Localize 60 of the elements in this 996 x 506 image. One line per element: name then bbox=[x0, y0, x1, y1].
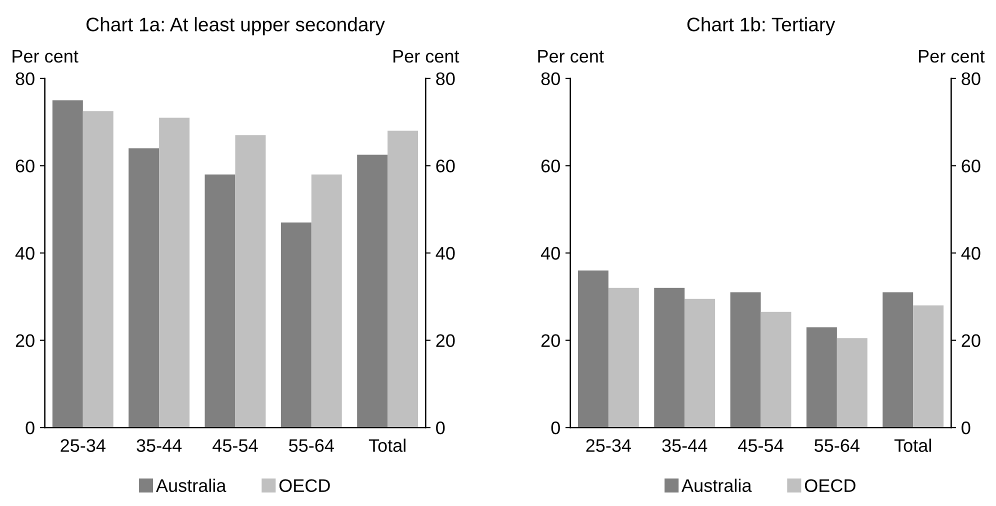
y2-tick-label: 20 bbox=[962, 334, 980, 348]
y2-tick-label: 40 bbox=[961, 246, 980, 260]
y-axis-title: Per cent bbox=[12, 50, 78, 63]
bar bbox=[235, 135, 266, 428]
x-tick-label: 35-44 bbox=[136, 439, 182, 452]
y-tick-label: 80 bbox=[541, 72, 560, 86]
x-tick-label: 55-64 bbox=[814, 439, 860, 452]
bar bbox=[760, 312, 792, 428]
y-tick-label: 0 bbox=[551, 422, 560, 434]
legend-label: OECD bbox=[804, 479, 856, 492]
y-tick-label: 20 bbox=[541, 334, 560, 348]
x-tick-label: 55-64 bbox=[289, 439, 334, 452]
bar bbox=[204, 174, 236, 428]
y2-tick-label: 20 bbox=[436, 334, 455, 348]
bar bbox=[82, 111, 114, 428]
bar bbox=[913, 305, 944, 428]
x-tick-label: 25-34 bbox=[60, 439, 106, 452]
y2-tick-label: 60 bbox=[436, 160, 455, 172]
bar bbox=[52, 100, 83, 428]
y-tick-label: 20 bbox=[16, 334, 34, 348]
y2-tick-label: 0 bbox=[962, 422, 970, 434]
bar bbox=[730, 292, 761, 428]
x-tick-label: 45-54 bbox=[738, 439, 784, 452]
y-tick-label: 40 bbox=[540, 246, 560, 260]
y-tick-label: 40 bbox=[15, 246, 34, 260]
x-tick-label: 35-44 bbox=[662, 439, 708, 452]
y-tick-label: 60 bbox=[16, 160, 34, 172]
legend-label: Australia bbox=[156, 478, 226, 492]
y2-axis-title: Per cent bbox=[919, 50, 985, 63]
x-tick-label: 45-54 bbox=[212, 439, 258, 452]
bar bbox=[836, 338, 868, 428]
bar bbox=[159, 118, 190, 428]
bar bbox=[357, 154, 388, 428]
bar bbox=[654, 288, 685, 428]
bar bbox=[882, 292, 914, 428]
bar bbox=[578, 270, 608, 428]
legend-label: OECD bbox=[279, 479, 330, 492]
y2-axis-title: Per cent bbox=[394, 50, 460, 63]
y-tick-label: 0 bbox=[26, 422, 34, 434]
y2-tick-label: 40 bbox=[436, 246, 455, 260]
x-tick-label: Total bbox=[368, 438, 406, 452]
bar bbox=[311, 174, 342, 428]
y2-tick-label: 60 bbox=[962, 160, 980, 172]
chart-title: Chart 1b: Tertiary bbox=[687, 17, 836, 36]
y2-tick-label: 80 bbox=[436, 72, 455, 86]
y2-tick-label: 80 bbox=[962, 72, 980, 86]
y-tick-label: 80 bbox=[16, 72, 34, 86]
chart-title: Chart 1a: At least upper secondary bbox=[86, 17, 385, 36]
y2-tick-label: 0 bbox=[436, 422, 445, 434]
legend-label: Australia bbox=[682, 478, 752, 492]
x-tick-label: Total bbox=[894, 438, 931, 452]
bar bbox=[806, 327, 837, 428]
bar bbox=[128, 148, 160, 428]
bar bbox=[388, 130, 418, 428]
bar bbox=[280, 222, 312, 428]
bar bbox=[684, 298, 716, 428]
y-tick-label: 60 bbox=[541, 160, 560, 172]
bar bbox=[608, 288, 639, 428]
y-axis-title: Per cent bbox=[538, 50, 604, 63]
x-tick-label: 25-34 bbox=[586, 439, 631, 452]
